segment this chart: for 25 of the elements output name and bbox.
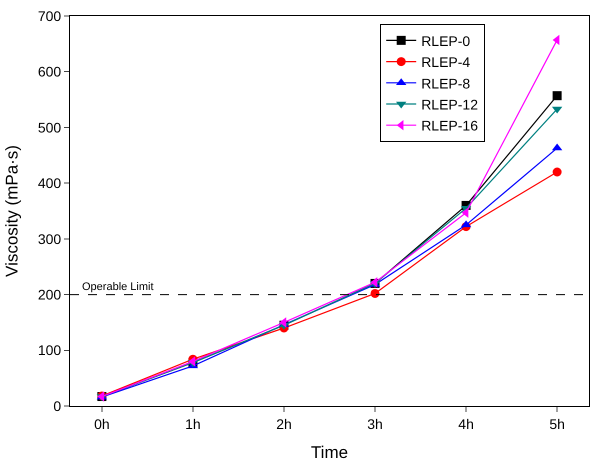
x-tick-label: 2h (276, 416, 292, 432)
x-tick-label: 1h (185, 416, 201, 432)
y-tick-label: 200 (38, 286, 62, 302)
y-tick-label: 100 (38, 342, 62, 358)
point (552, 91, 562, 100)
legend-label: RLEP-0 (421, 32, 470, 49)
x-tick-label: 4h (458, 416, 474, 432)
legend-label: RLEP-4 (421, 54, 470, 70)
point (552, 168, 562, 176)
legend-label: RLEP-8 (421, 75, 470, 92)
y-tick-label: 700 (38, 8, 62, 24)
point (370, 288, 380, 298)
y-tick-label: 300 (38, 230, 62, 247)
y-tick-label: 0 (53, 398, 62, 414)
x-axis-title: Time (310, 443, 348, 462)
y-axis-title: Viscosity (mPa·s) (2, 145, 22, 277)
x-tick-label: 3h (367, 416, 383, 432)
y-tick-label: 500 (38, 119, 62, 136)
ref-line-label: Operable Limit (82, 281, 154, 293)
legend-label: RLEP-16 (421, 118, 478, 134)
x-tick-label: 0h (94, 416, 110, 432)
y-tick-label: 400 (38, 175, 62, 192)
x-tick-label: 5h (549, 416, 565, 432)
y-tick-label: 600 (38, 64, 62, 80)
legend-label: RLEP-12 (421, 96, 478, 112)
